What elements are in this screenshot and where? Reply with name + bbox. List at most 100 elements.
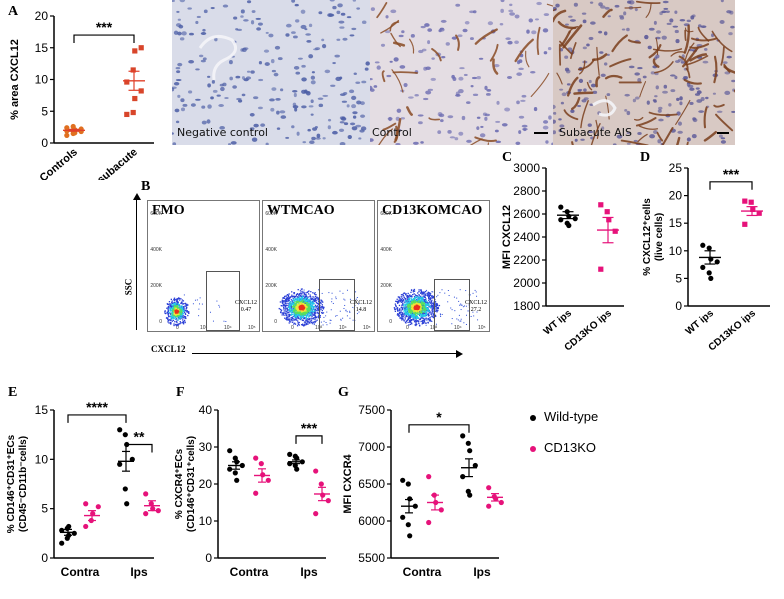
facs-event — [304, 312, 306, 314]
vessel — [713, 103, 725, 108]
facs-event — [424, 300, 426, 302]
nucleus — [390, 9, 397, 14]
facs-event — [296, 301, 298, 304]
facs-event — [184, 313, 187, 316]
facs-event — [171, 304, 173, 306]
nucleus — [229, 76, 233, 81]
nucleus — [588, 79, 592, 84]
facs-event — [409, 320, 411, 323]
facs-event — [411, 303, 413, 305]
data-point — [750, 206, 756, 212]
nucleus — [447, 115, 454, 119]
facs-event — [428, 304, 430, 306]
facs-event — [287, 317, 289, 319]
nucleus — [661, 35, 667, 40]
facs-event — [416, 320, 418, 322]
data-point — [70, 123, 76, 130]
facs-event — [318, 300, 320, 302]
facs-event — [325, 315, 327, 317]
facs-event — [290, 299, 293, 301]
facs-event — [305, 302, 308, 304]
facs-event — [293, 323, 295, 325]
facs-event — [296, 303, 299, 306]
nucleus — [674, 10, 678, 14]
facs-event — [453, 296, 455, 298]
facs-event — [188, 312, 190, 314]
facs-event — [178, 310, 180, 312]
facs-event — [472, 292, 474, 294]
nucleus — [614, 4, 620, 8]
facs-event — [194, 299, 196, 301]
nucleus — [365, 61, 370, 66]
facs-event — [410, 322, 413, 324]
nucleus — [257, 106, 263, 110]
facs-event — [293, 292, 295, 295]
y-tick-label: 1800 — [513, 299, 540, 313]
data-point — [227, 466, 233, 472]
nucleus — [271, 69, 276, 73]
facs-event — [412, 299, 415, 301]
nucleus — [373, 85, 378, 88]
facs-event — [427, 313, 430, 315]
facs-event — [172, 315, 174, 318]
facs-event — [401, 317, 403, 319]
vessel — [394, 117, 402, 141]
facs-event — [425, 324, 427, 326]
facs-event — [425, 290, 427, 293]
facs-event — [289, 306, 291, 308]
nucleus — [423, 97, 429, 101]
facs-event — [407, 314, 410, 316]
facs-event — [304, 313, 306, 316]
facs-event — [422, 301, 424, 304]
facs-event — [401, 296, 403, 298]
nucleus — [484, 85, 488, 91]
facs-event — [290, 307, 292, 310]
facs-event — [308, 304, 310, 306]
facs-event — [296, 299, 299, 301]
facs-event — [407, 306, 410, 309]
facs-event — [283, 303, 285, 305]
nucleus — [574, 138, 578, 142]
facs-event — [412, 310, 414, 312]
facs-event — [404, 301, 406, 303]
nucleus — [343, 122, 349, 126]
data-point — [117, 427, 123, 433]
facs-event — [429, 297, 432, 299]
nucleus — [327, 118, 332, 122]
facs-event — [294, 322, 296, 324]
facs-event — [289, 314, 291, 316]
facs-event — [407, 308, 410, 310]
nucleus — [414, 94, 419, 97]
significance-label: *** — [301, 420, 318, 436]
facs-event — [314, 321, 316, 323]
y-tick-label: 15 — [669, 216, 683, 230]
facs-event — [187, 305, 189, 307]
facs-event — [299, 308, 301, 311]
facs-event — [423, 307, 425, 309]
facs-y-tick: 600K — [380, 211, 392, 217]
nucleus — [653, 20, 657, 25]
facs-event — [424, 300, 427, 302]
facs-event — [408, 316, 411, 318]
facs-event — [406, 313, 408, 315]
facs-event — [421, 311, 423, 313]
facs-event — [430, 320, 432, 322]
facs-event — [302, 316, 304, 319]
facs-event — [173, 307, 175, 310]
facs-event — [409, 315, 412, 317]
facs-event — [305, 296, 307, 298]
facs-y-tick: 400K — [150, 247, 162, 253]
facs-event — [425, 317, 427, 319]
facs-event — [342, 317, 344, 319]
facs-event — [430, 303, 433, 305]
nucleus — [175, 66, 181, 70]
facs-event — [410, 311, 413, 313]
nucleus — [719, 20, 725, 24]
facs-event — [412, 293, 414, 296]
data-point — [606, 217, 612, 223]
nucleus — [195, 98, 201, 101]
facs-event — [405, 306, 407, 308]
nucleus — [339, 142, 346, 145]
nucleus — [332, 5, 337, 10]
nucleus — [590, 83, 596, 88]
